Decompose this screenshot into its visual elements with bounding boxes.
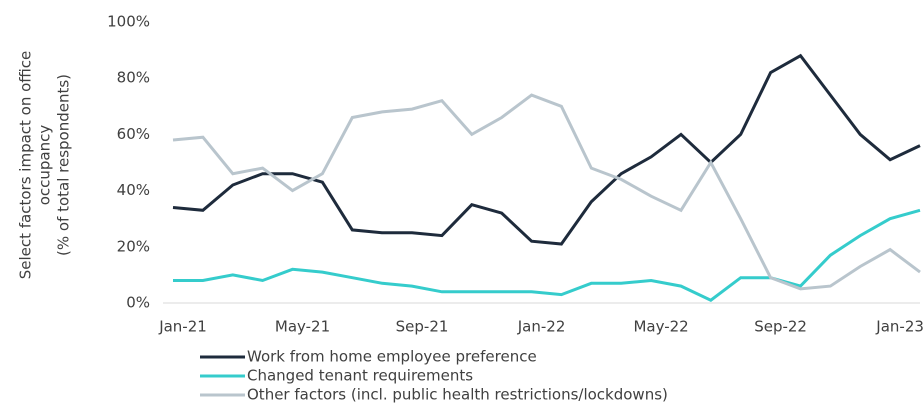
x-tick-label: May-21 xyxy=(275,318,330,336)
series-line xyxy=(173,208,921,302)
y-axis-label-line: Select factors impact on office xyxy=(17,51,35,280)
x-tick-label: Jan-23 xyxy=(875,318,924,336)
x-tick-label: Jan-22 xyxy=(517,318,566,336)
series-line xyxy=(172,53,921,246)
series-line xyxy=(172,93,921,291)
x-tick-label: Sep-21 xyxy=(396,318,449,336)
x-tick-label: Sep-22 xyxy=(754,318,807,336)
legend-label: Changed tenant requirements xyxy=(247,367,473,385)
y-tick-label: 60% xyxy=(117,125,150,143)
y-axis-label-line: occupancy xyxy=(36,125,54,206)
y-axis-label-line: (% of total respondents) xyxy=(55,74,73,256)
y-tick-label: 80% xyxy=(117,69,150,87)
legend-label: Other factors (incl. public health restr… xyxy=(247,386,668,404)
y-tick-label: 100% xyxy=(107,13,150,31)
y-tick-label: 20% xyxy=(117,237,150,255)
y-tick-label: 40% xyxy=(117,181,150,199)
x-tick-label: May-22 xyxy=(633,318,688,336)
y-tick-label: 0% xyxy=(126,294,150,312)
x-tick-label: Jan-21 xyxy=(158,318,207,336)
legend-label: Work from home employee preference xyxy=(247,348,537,366)
y-axis-label: Select factors impact on office occupancy… xyxy=(17,51,73,280)
